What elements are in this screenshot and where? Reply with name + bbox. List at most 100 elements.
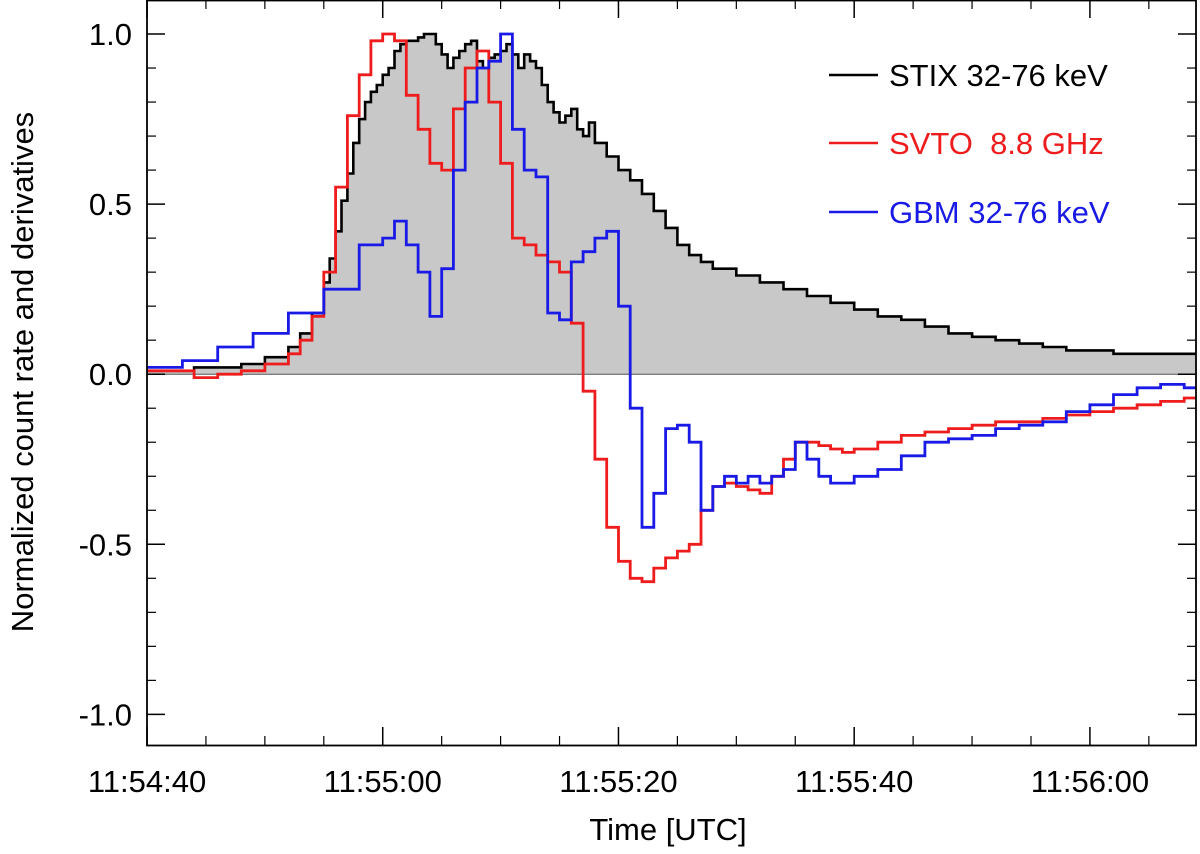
plot-frame (146, 0, 1197, 747)
stix-bar (471, 40, 478, 375)
stix-bar (241, 364, 266, 375)
stix-bar (995, 340, 1020, 375)
stix-bar (382, 74, 389, 375)
stix-bar (347, 173, 354, 375)
stix-fill-layer (147, 34, 1196, 375)
y-tick-label: -0.5 (79, 527, 132, 562)
stix-bar (948, 333, 973, 375)
series-line-gbm-32-76-kev (147, 32, 1196, 529)
stix-bar (506, 44, 513, 375)
stix-bar (1137, 353, 1162, 375)
y-axis-title: Normalized count rate and derivatives (5, 112, 40, 632)
stix-bar (341, 200, 348, 375)
stix-bar (288, 347, 301, 375)
stix-bar (642, 193, 655, 375)
stix-bar (1042, 347, 1067, 375)
y-tick-label: -1.0 (79, 697, 132, 732)
stix-bar (541, 85, 549, 375)
stix-bar (494, 54, 501, 375)
stix-bar (335, 231, 342, 375)
stix-bar (477, 61, 484, 375)
stix-bar (329, 258, 336, 375)
stix-bar (594, 142, 608, 375)
stix-bar (972, 336, 997, 375)
stix-bar (559, 122, 566, 375)
stix-bar (630, 180, 643, 375)
tick-label-layer: 1.0 0.5 0.0 -0.5 -1.0 11:54:40 11:55:00 11:55:2… (79, 17, 1150, 799)
stix-bar (1019, 343, 1044, 375)
stix-bar (807, 296, 831, 375)
stix-bar (400, 44, 407, 375)
stix-bar (712, 268, 737, 375)
legend-label: GBM 32-76 keV (889, 195, 1110, 230)
stix-bar (353, 142, 360, 375)
stix-bar (783, 289, 808, 375)
y-tick-label: 0.0 (89, 357, 132, 392)
stix-bar (530, 61, 537, 375)
stix-bar (376, 85, 384, 375)
stix-bar (701, 261, 714, 375)
stix-bar (924, 326, 949, 375)
stix-bar (736, 275, 761, 375)
stix-bar (370, 91, 378, 375)
stix-bar (1160, 353, 1185, 375)
stix-bar (547, 102, 554, 375)
stix-bar (264, 357, 289, 375)
stix-bar (1113, 353, 1138, 375)
stix-bar (429, 34, 437, 375)
axes-layer (146, 0, 1197, 747)
stix-bar (412, 40, 419, 375)
stix-bar (147, 370, 195, 375)
legend: STIX 32-76 keV SVTO 8.8 GHz GBM 32-76 keV (829, 58, 1110, 230)
stix-bar (689, 255, 702, 375)
stix-bar (488, 57, 496, 375)
stix-bar (877, 316, 902, 375)
y-tick-label: 1.0 (89, 17, 132, 52)
stix-bar (571, 108, 578, 375)
x-tick-label: 11:56:00 (1031, 764, 1149, 799)
stix-bar (435, 44, 443, 375)
stix-bar (465, 44, 472, 375)
stix-bar (323, 282, 331, 375)
stix-bar (577, 129, 584, 375)
x-tick-label: 11:55:20 (559, 764, 677, 799)
stix-bar (418, 37, 425, 375)
x-tick-label: 11:54:40 (88, 764, 206, 799)
stix-bar (524, 54, 531, 375)
stix-bar (759, 282, 784, 375)
stix-bar (901, 319, 926, 375)
y-tick-label: 0.5 (89, 187, 132, 222)
stix-bar (500, 51, 507, 375)
series-line-stix-32-76-kev (147, 32, 1196, 373)
stix-bar (1089, 350, 1114, 375)
stix-bar (359, 119, 366, 375)
legend-label: SVTO 8.8 GHz (889, 126, 1104, 161)
stix-bar (589, 122, 596, 375)
stix-bar (518, 68, 525, 375)
stix-bar (565, 115, 572, 375)
stix-bar (482, 68, 490, 375)
series-line-svto-8-8-ghz (147, 32, 1196, 584)
stix-bar (606, 156, 619, 375)
stix-bar (830, 302, 855, 375)
stix-bar (618, 170, 631, 375)
stix-bar (453, 57, 460, 375)
stix-bar (665, 227, 678, 375)
legend-label: STIX 32-76 keV (889, 58, 1108, 93)
stix-bar (194, 367, 242, 375)
stix-bar (365, 102, 372, 375)
stix-bar (1184, 353, 1196, 375)
x-tick-label: 11:55:00 (324, 764, 442, 799)
stix-bar (441, 54, 448, 375)
stix-bar (583, 136, 590, 375)
stix-bar (854, 309, 879, 375)
stix-bar (388, 68, 395, 375)
stix-bar (406, 40, 413, 375)
x-tick-label: 11:55:40 (795, 764, 913, 799)
stix-bar (553, 112, 560, 375)
stix-bar (447, 68, 454, 375)
stix-bar (424, 34, 431, 375)
stix-bar (459, 51, 466, 375)
stix-bar (653, 210, 666, 375)
